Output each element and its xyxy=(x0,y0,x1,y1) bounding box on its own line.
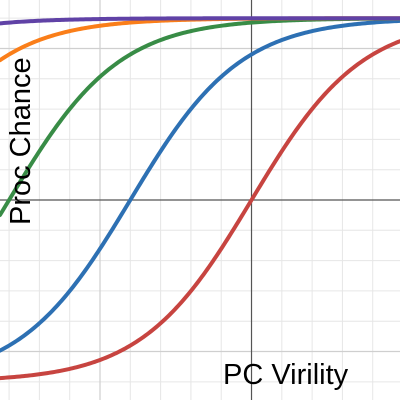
series-line-5 xyxy=(0,16,400,26)
x-axis-label: PC Virility xyxy=(223,359,349,391)
series-line-1 xyxy=(0,39,400,381)
y-axis-label: Proc Chance xyxy=(5,57,37,225)
series-line-2 xyxy=(0,18,400,353)
series-layer xyxy=(0,16,400,381)
